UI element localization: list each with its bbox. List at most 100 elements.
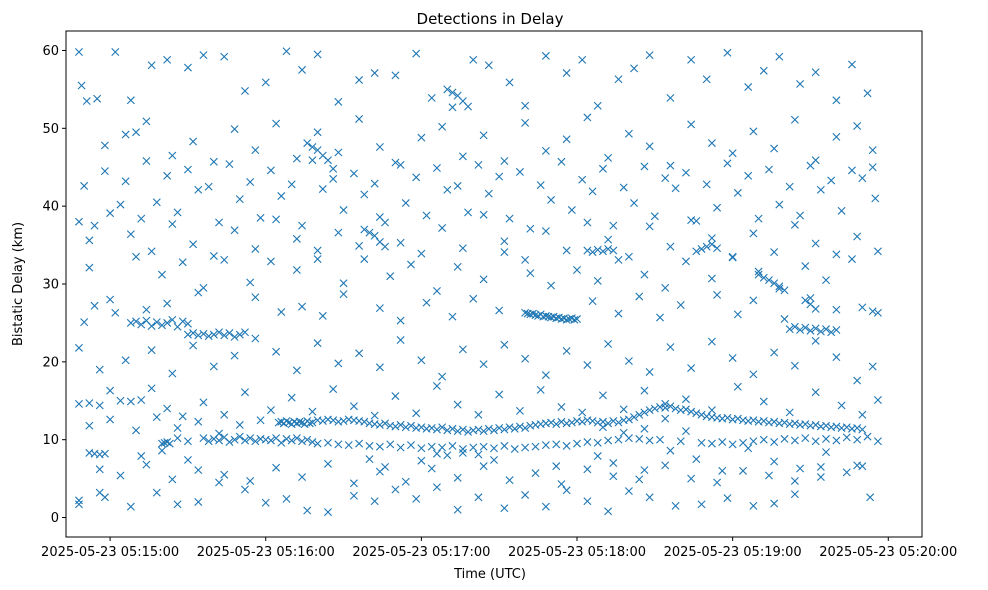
data-point	[822, 434, 831, 443]
data-point	[85, 236, 94, 245]
data-point	[235, 432, 244, 441]
data-point	[168, 220, 177, 229]
data-point	[261, 498, 270, 507]
data-point	[521, 490, 530, 499]
data-point	[697, 438, 706, 447]
y-axis-label: Bistatic Delay (km)	[11, 222, 26, 346]
data-point	[573, 315, 581, 324]
data-point	[863, 89, 872, 98]
data-point	[204, 332, 213, 341]
data-point	[521, 354, 530, 363]
data-point	[866, 493, 875, 502]
data-point	[837, 401, 846, 410]
data-point	[132, 128, 141, 137]
data-point	[412, 49, 421, 58]
data-point	[790, 322, 799, 331]
x-tick-label: 2025-05-23 05:16:00	[197, 545, 335, 560]
data-point	[168, 315, 177, 324]
data-point	[873, 247, 882, 256]
data-point	[469, 55, 478, 64]
data-point	[189, 137, 198, 146]
data-point	[74, 343, 83, 352]
data-point	[417, 423, 426, 432]
data-point	[847, 166, 856, 175]
data-point	[573, 439, 581, 448]
data-point	[583, 360, 592, 369]
data-point	[573, 265, 581, 274]
data-point	[790, 419, 799, 428]
data-point	[718, 438, 727, 447]
data-point	[106, 295, 115, 304]
data-point	[832, 305, 841, 314]
data-point	[308, 407, 317, 416]
data-point	[220, 410, 229, 419]
data-point	[749, 229, 758, 238]
data-point	[178, 258, 187, 267]
data-point	[728, 252, 737, 261]
data-point	[355, 114, 364, 123]
data-point	[702, 242, 711, 251]
data-point	[298, 437, 307, 446]
data-point	[334, 148, 343, 157]
data-point	[759, 66, 768, 75]
data-point	[500, 237, 509, 246]
data-point	[74, 500, 83, 509]
data-point	[360, 190, 369, 199]
data-point	[339, 206, 348, 215]
data-point	[614, 309, 623, 318]
data-point	[204, 182, 213, 191]
data-point	[189, 341, 198, 350]
data-point	[604, 507, 613, 516]
data-point	[323, 508, 332, 517]
data-point	[609, 472, 618, 481]
data-point	[381, 242, 390, 251]
data-point	[448, 103, 457, 112]
data-point	[816, 185, 825, 194]
data-point	[474, 425, 483, 434]
data-point	[515, 422, 524, 431]
data-point	[432, 483, 441, 492]
data-point	[801, 323, 810, 332]
data-point	[505, 476, 514, 485]
data-point	[427, 424, 436, 433]
data-point	[749, 370, 758, 379]
data-point	[199, 434, 208, 443]
data-point	[624, 415, 633, 424]
data-point	[557, 403, 566, 411]
data-point	[713, 290, 722, 299]
data-point	[759, 397, 768, 406]
data-point	[427, 464, 436, 473]
data-point	[562, 69, 571, 78]
data-point	[666, 242, 675, 251]
data-point	[215, 218, 224, 227]
data-point	[272, 463, 281, 472]
data-point	[490, 444, 498, 453]
data-point	[126, 230, 135, 239]
x-axis: 2025-05-23 05:15:00 2025-05-23 05:16:00 20…	[41, 537, 957, 560]
data-point	[562, 246, 571, 255]
data-point	[692, 409, 701, 418]
data-point	[790, 476, 799, 485]
data-point	[329, 164, 338, 173]
data-point	[272, 215, 281, 224]
data-point	[796, 464, 805, 473]
data-point	[422, 211, 431, 220]
data-point	[630, 413, 639, 422]
data-point	[811, 68, 820, 77]
data-point	[832, 353, 841, 362]
data-point	[764, 471, 773, 480]
data-point	[541, 502, 550, 511]
data-point	[562, 486, 571, 495]
data-point	[427, 93, 436, 102]
data-point	[163, 404, 172, 413]
data-point	[521, 443, 530, 452]
data-point	[868, 146, 877, 155]
data-point	[209, 362, 218, 371]
data-point	[323, 156, 332, 165]
data-point	[251, 244, 260, 253]
data-point	[126, 318, 135, 327]
data-point	[754, 214, 763, 223]
data-point	[396, 420, 405, 429]
data-point	[630, 199, 639, 208]
data-point	[417, 444, 426, 453]
